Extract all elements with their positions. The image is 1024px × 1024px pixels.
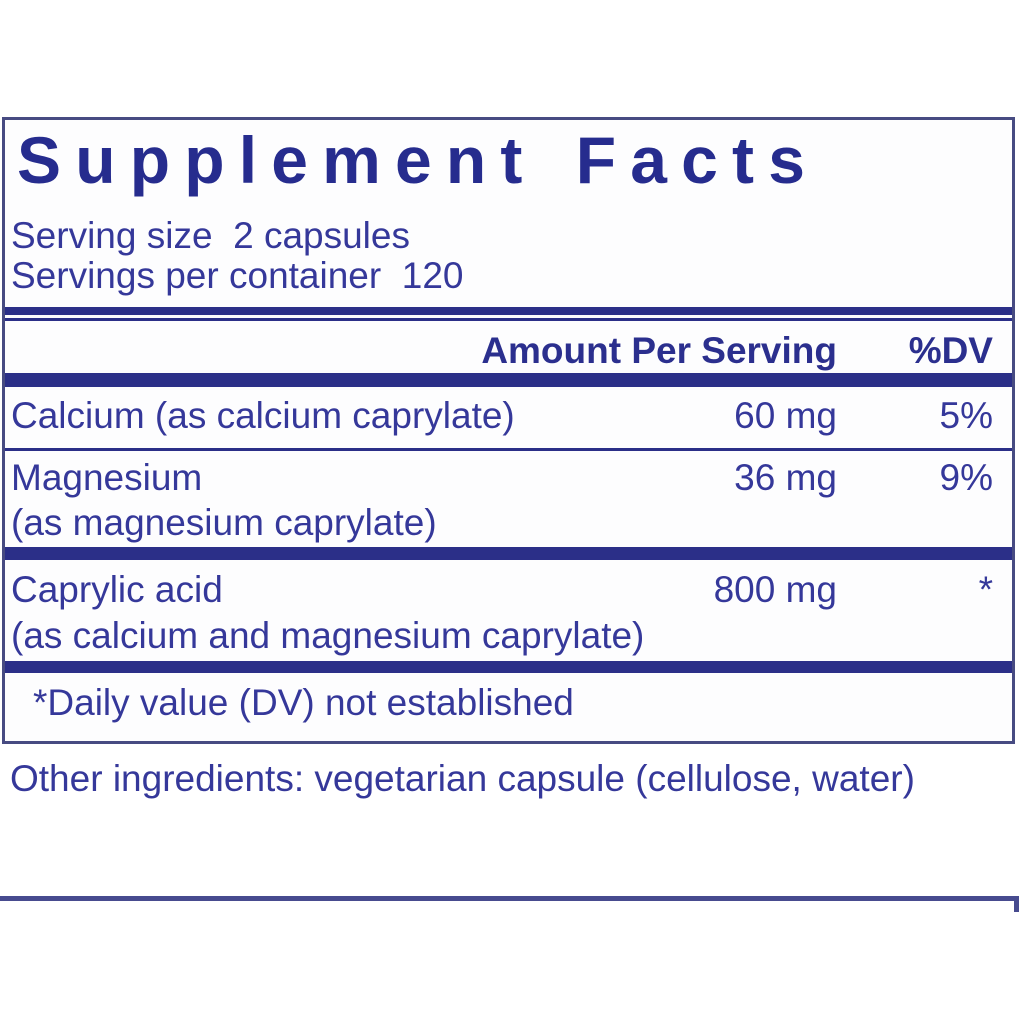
divider-thick-row <box>5 547 1012 560</box>
divider-thin-top <box>5 318 1012 321</box>
nutrient-amount: 60 mg <box>734 395 837 436</box>
divider-thick-bottom <box>5 661 1012 673</box>
supplement-facts-panel: Supplement Facts Serving size 2 capsules… <box>2 117 1015 744</box>
nutrient-name: Magnesium <box>11 457 203 498</box>
nutrient-name-line2: (as magnesium caprylate) <box>11 502 437 543</box>
nutrient-dv: 5% <box>939 395 993 436</box>
nutrient-amount: 36 mg <box>734 457 837 498</box>
page-title: Supplement Facts <box>17 123 820 197</box>
divider-thick-top <box>5 307 1012 315</box>
nutrient-name: Caprylic acid <box>11 569 223 610</box>
daily-value-footnote: *Daily value (DV) not established <box>33 682 574 723</box>
nutrient-amount: 800 mg <box>713 569 837 610</box>
divider-thin-row <box>5 448 1012 451</box>
secondary-panel-corner <box>1014 896 1019 912</box>
secondary-panel-top-border <box>0 896 1019 901</box>
nutrient-name: Calcium (as calcium caprylate) <box>11 395 515 436</box>
column-header-amount: Amount Per Serving <box>481 330 837 371</box>
servings-per-container-text: Servings per container 120 <box>11 255 464 296</box>
nutrient-name-line2: (as calcium and magnesium caprylate) <box>11 615 645 656</box>
serving-size-text: Serving size 2 capsules <box>11 215 410 256</box>
divider-thick-header <box>5 373 1012 387</box>
nutrient-dv: 9% <box>939 457 993 498</box>
column-header-dv: %DV <box>908 330 993 371</box>
other-ingredients-text: Other ingredients: vegetarian capsule (c… <box>10 758 915 799</box>
nutrient-dv: * <box>978 569 993 610</box>
